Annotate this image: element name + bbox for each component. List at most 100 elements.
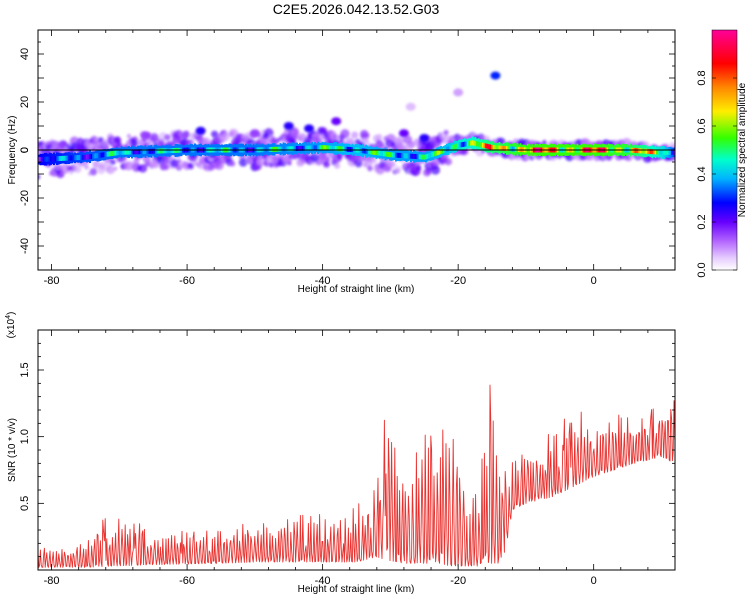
heatmap-core (69, 155, 72, 161)
heatmap-core (89, 154, 91, 160)
heatmap-core (309, 145, 312, 151)
snr-panel: -80 -60 -40 -20 0 0.5 1.0 1.5 Height of straig… (5, 312, 676, 595)
heatmap-blob-8 (405, 102, 416, 111)
heatmap-speck (228, 128, 239, 138)
heatmap-core (440, 149, 442, 155)
heatmap-speck (443, 129, 449, 136)
heatmap-core (345, 146, 348, 152)
heatmap-core (660, 149, 663, 155)
heatmap-speck (287, 161, 292, 166)
heatmap-core (383, 151, 385, 157)
heatmap-core (384, 151, 387, 157)
heatmap-core (143, 149, 145, 155)
heatmap-core (128, 149, 130, 155)
heatmap-speck (113, 136, 122, 144)
heatmap-core (120, 149, 123, 155)
heatmap-core (72, 155, 75, 161)
heatmap-core (653, 149, 655, 155)
heatmap-core (426, 153, 429, 159)
colorbar-tick-label: 0.2 (696, 214, 708, 229)
heatmap-core (65, 155, 67, 161)
heatmap-core (129, 149, 132, 155)
heatmap-core (155, 148, 157, 154)
heatmap-core (53, 156, 55, 162)
heatmap-core (644, 148, 646, 154)
x-tick-label: -40 (315, 575, 331, 587)
heatmap-core (377, 150, 379, 156)
heatmap-core (101, 152, 103, 158)
heatmap-core (671, 149, 673, 155)
heatmap-core (443, 148, 445, 154)
heatmap-core (114, 150, 117, 156)
heatmap-blob-10 (249, 129, 260, 138)
heatmap-core (293, 146, 295, 152)
heatmap-core (71, 155, 73, 161)
snr-multiplier: (x104) (5, 312, 17, 339)
heatmap-core (476, 141, 478, 147)
heatmap-speck (268, 162, 274, 168)
heatmap-core (60, 155, 63, 161)
heatmap-core (156, 148, 159, 154)
heatmap-core (296, 146, 298, 152)
spectrogram-panel: -80 -60 -40 -20 0 -40 -20 0 20 40 0 Height of str… (7, 29, 676, 295)
heatmap-core (45, 156, 48, 162)
heatmap-core (92, 153, 94, 159)
heatmap-core (515, 146, 517, 152)
heatmap-core (501, 145, 504, 151)
heatmap-blob-0 (490, 71, 501, 80)
figure-title: C2E5.2026.042.13.52.G03 (273, 1, 440, 17)
heatmap-core (489, 144, 492, 150)
colorbar-tick-label: 0.8 (696, 70, 708, 85)
spectrogram-x-ticks: -80 -60 -40 -20 0 (44, 30, 676, 287)
heatmap-core (378, 150, 381, 156)
heatmap-core (393, 152, 396, 158)
heatmap-core (414, 154, 417, 160)
heatmap-core (509, 146, 511, 152)
heatmap-core (455, 143, 457, 149)
heatmap-core (488, 144, 490, 150)
heatmap-speck (444, 157, 452, 166)
heatmap-core (498, 145, 501, 151)
heatmap-core (284, 146, 286, 152)
heatmap-core (456, 143, 459, 149)
heatmap-blob-3 (331, 117, 342, 126)
heatmap-core (84, 154, 87, 160)
heatmap-core (447, 146, 450, 152)
x-tick-label: -20 (450, 275, 466, 287)
heatmap-core (63, 155, 66, 161)
heatmap-core (479, 142, 481, 148)
heatmap-speck (492, 138, 497, 143)
heatmap-core (467, 141, 469, 147)
heatmap-core (504, 145, 507, 151)
heatmap-core (473, 140, 475, 146)
heatmap-core (134, 149, 136, 155)
heatmap-core (146, 148, 148, 154)
heatmap-core (165, 148, 168, 154)
heatmap-core (123, 149, 126, 155)
heatmap-core (342, 146, 345, 152)
heatmap-blob-7 (453, 88, 464, 97)
heatmap-core (636, 148, 639, 154)
heatmap-speck (92, 160, 101, 169)
heatmap-core (435, 150, 438, 156)
heatmap-core (420, 154, 423, 160)
heatmap-core (503, 145, 505, 151)
heatmap-speck (38, 174, 41, 180)
heatmap-core (291, 146, 294, 152)
heatmap-core (471, 140, 474, 146)
heatmap-core (666, 149, 669, 155)
heatmap-core (647, 148, 649, 154)
heatmap-core (375, 150, 378, 156)
snr-y-ticks: 0.5 1.0 1.5 (19, 342, 675, 571)
heatmap-core (269, 146, 271, 152)
heatmap-speck (182, 130, 190, 139)
heatmap-core (648, 148, 651, 154)
heatmap-core (470, 140, 472, 146)
heatmap-core (638, 148, 640, 154)
heatmap-speck (53, 162, 62, 171)
heatmap-core (453, 144, 456, 150)
heatmap-speck (126, 133, 132, 139)
heatmap-core (306, 145, 309, 151)
heatmap-core (494, 145, 496, 151)
